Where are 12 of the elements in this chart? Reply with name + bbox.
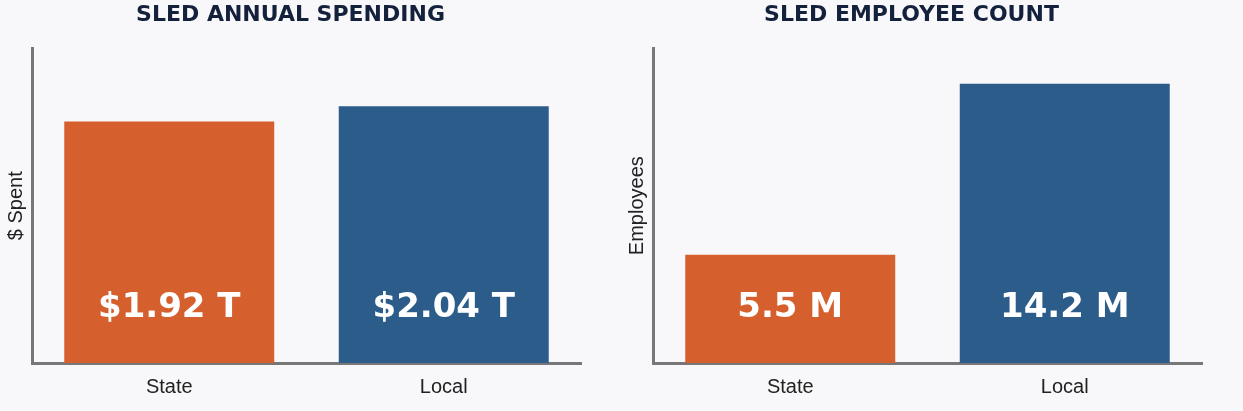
chart-title: SLED ANNUAL SPENDING xyxy=(136,0,445,26)
y-axis-title: $ Spent xyxy=(3,170,26,241)
data-label: 14.2 M xyxy=(999,284,1130,325)
chart-title: SLED EMPLOYEE COUNT xyxy=(764,0,1059,26)
x-tick-label: State xyxy=(145,374,193,397)
x-tick-label: State xyxy=(766,374,814,397)
x-tick-label: Local xyxy=(1040,374,1089,397)
y-axis-title: Employees xyxy=(624,156,647,256)
data-label: $1.92 T xyxy=(97,284,242,325)
x-tick-label: Local xyxy=(419,374,468,397)
data-label: $2.04 T xyxy=(372,284,516,325)
data-label: 5.5 M xyxy=(737,284,844,325)
